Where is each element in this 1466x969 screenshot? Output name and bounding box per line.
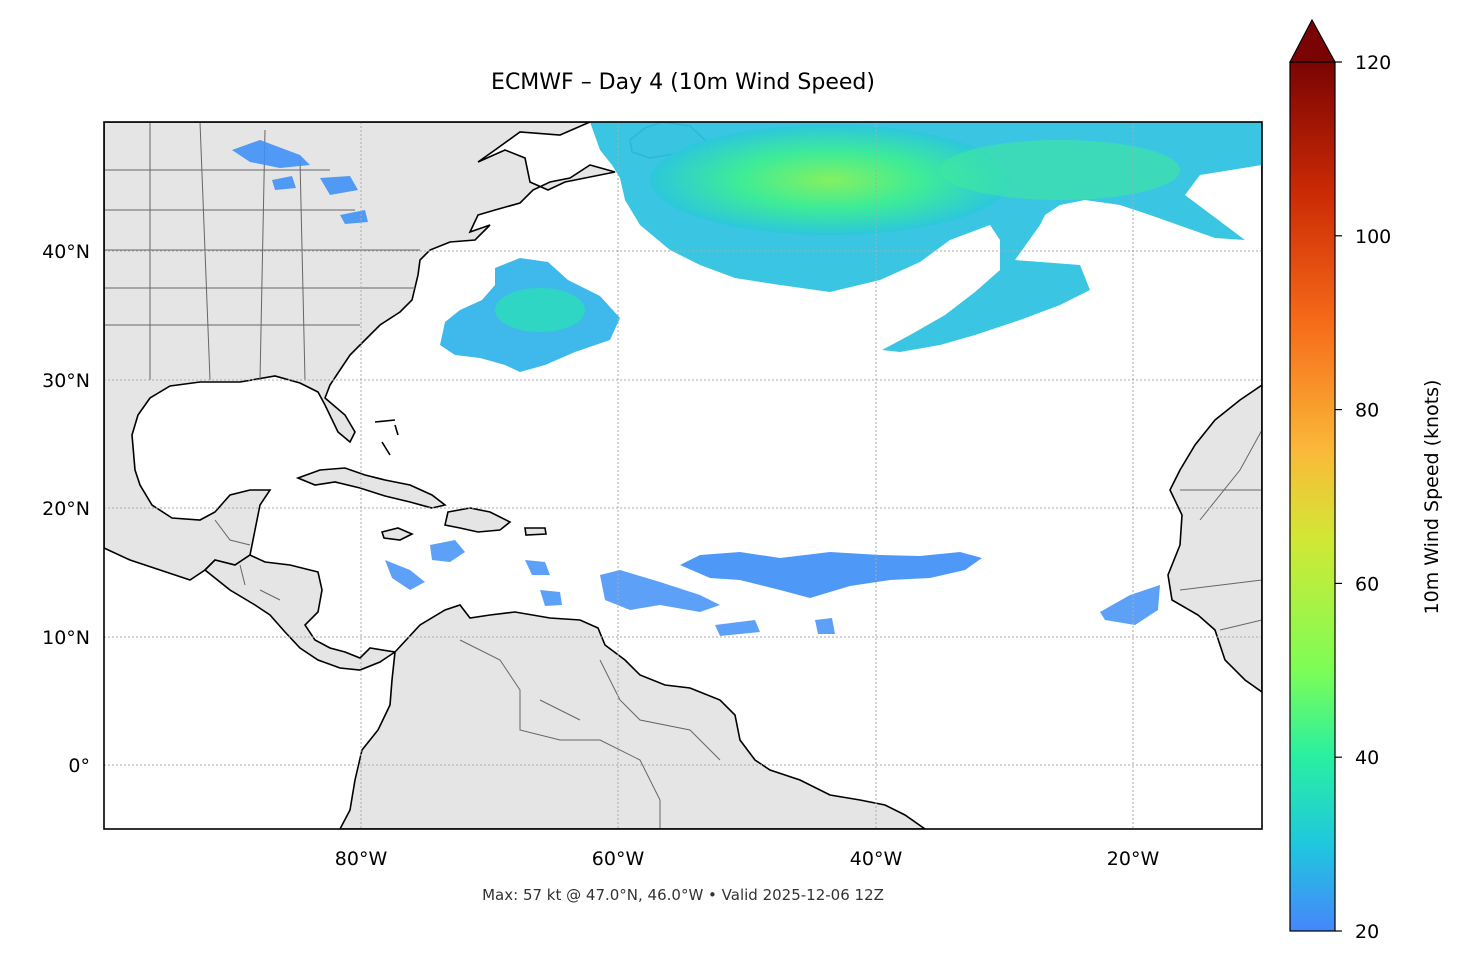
colorbar-tick-label: 120	[1355, 52, 1391, 74]
lat-tick-label: 40°N	[42, 241, 90, 263]
colorbar-label: 10m Wind Speed (knots)	[1421, 380, 1443, 615]
wind-field	[232, 122, 1262, 636]
colorbar-tick-label: 40	[1355, 747, 1379, 769]
wind-core-east	[940, 140, 1180, 200]
colorbar-gradient	[1289, 61, 1336, 932]
wind-core-max	[650, 125, 1010, 235]
land-bahamas	[374, 419, 399, 456]
land-south-america	[339, 604, 927, 829]
colorbar-tick-label: 80	[1355, 400, 1379, 422]
map-frame	[103, 121, 1263, 830]
colorbar-tick-label: 100	[1355, 226, 1391, 248]
map-title: ECMWF – Day 4 (10m Wind Speed)	[491, 70, 875, 95]
colorbar-tick-label: 60	[1355, 573, 1379, 595]
colorbar-extend-arrow	[1289, 18, 1337, 63]
lat-tick-label: 0°	[68, 755, 90, 777]
footer-caption: Max: 57 kt @ 47.0°N, 46.0°W • Valid 2025…	[482, 886, 884, 904]
lon-tick-label: 20°W	[1107, 848, 1160, 870]
wind-region-great-lakes	[232, 140, 368, 224]
lat-axis: 40°N 30°N 20°N 10°N 0°	[42, 241, 90, 777]
land-puerto-rico	[524, 527, 547, 536]
colorbar-tick-label: 20	[1355, 921, 1379, 943]
lat-tick-label: 10°N	[42, 627, 90, 649]
gridlines	[104, 122, 1262, 829]
lat-tick-label: 20°N	[42, 498, 90, 520]
wind-region-caribbean	[385, 540, 562, 606]
wind-region-trade-winds	[680, 552, 982, 598]
lon-tick-label: 60°W	[592, 848, 645, 870]
land-jamaica	[380, 527, 414, 541]
land-cuba	[295, 467, 447, 509]
wind-core-west	[495, 288, 585, 332]
colorbar: 20 40 60 80 100 120 10m Wind Speed (knots)	[1289, 18, 1443, 943]
lon-axis: 80°W 60°W 40°W 20°W	[335, 848, 1160, 870]
land-central-america	[203, 554, 398, 671]
land-hispaniola	[444, 507, 512, 533]
wind-region-scatter	[600, 570, 1160, 636]
land-africa	[1167, 384, 1262, 693]
land-north-america	[104, 122, 616, 581]
lat-tick-label: 30°N	[42, 370, 90, 392]
colorbar-ticks: 20 40 60 80 100 120	[1335, 52, 1391, 943]
lon-tick-label: 80°W	[335, 848, 388, 870]
lon-tick-label: 40°W	[850, 848, 903, 870]
